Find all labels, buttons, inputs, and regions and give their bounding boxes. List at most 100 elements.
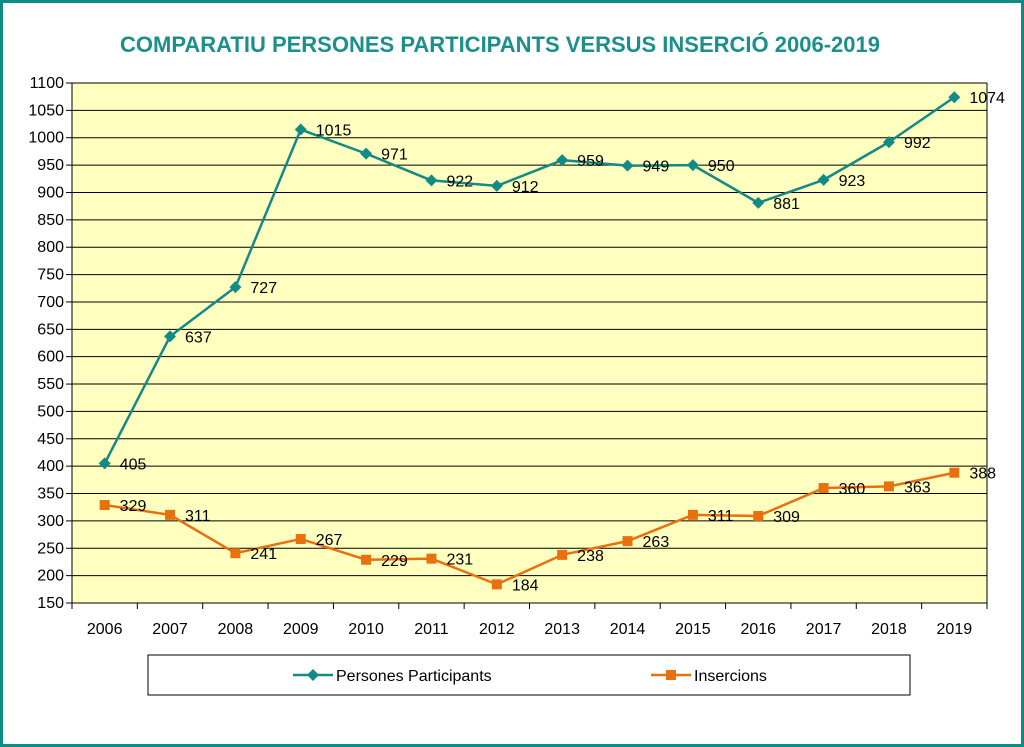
- y-tick-label: 150: [37, 595, 64, 612]
- x-tick-label: 2016: [740, 621, 776, 638]
- x-tick-label: 2008: [218, 621, 254, 638]
- data-point-square: [818, 483, 829, 494]
- data-label: 881: [773, 196, 800, 213]
- data-point-square: [99, 500, 110, 511]
- legend-label-2: Insercions: [694, 668, 767, 685]
- y-tick-label: 500: [37, 403, 64, 420]
- x-tick-label: 2019: [937, 621, 973, 638]
- data-point-square: [426, 553, 437, 564]
- data-label: 637: [185, 329, 212, 346]
- x-tick-label: 2009: [283, 621, 319, 638]
- data-point-diamond: [425, 174, 438, 187]
- data-label: 922: [446, 173, 473, 190]
- data-label: 363: [904, 479, 931, 496]
- data-point-diamond: [360, 147, 373, 160]
- data-label: 992: [904, 135, 931, 152]
- chart-title: COMPARATIU PERSONES PARTICIPANTS VERSUS …: [120, 32, 880, 57]
- y-tick-label: 850: [37, 212, 64, 229]
- x-tick-label: 2015: [675, 621, 711, 638]
- data-label: 360: [839, 481, 866, 498]
- x-tick-label: 2014: [610, 621, 646, 638]
- legend-box: [147, 654, 911, 696]
- data-point-diamond: [490, 179, 503, 192]
- data-point-diamond: [621, 159, 634, 172]
- data-label: 267: [316, 532, 343, 549]
- y-tick-label: 1050: [28, 102, 64, 119]
- data-label: 241: [250, 546, 277, 563]
- data-label: 329: [120, 498, 147, 515]
- x-tick-label: 2007: [152, 621, 188, 638]
- y-tick-label: 950: [37, 157, 64, 174]
- y-tick-label: 700: [37, 294, 64, 311]
- data-label: 184: [512, 577, 539, 594]
- y-tick-label: 350: [37, 486, 64, 503]
- y-tick-label: 650: [37, 321, 64, 338]
- data-point-square: [622, 536, 633, 547]
- data-point-square: [165, 509, 176, 520]
- data-label: 263: [643, 534, 670, 551]
- x-tick-label: 2010: [348, 621, 384, 638]
- data-label: 1015: [316, 123, 352, 140]
- data-label: 959: [577, 153, 604, 170]
- y-tick-label: 750: [37, 267, 64, 284]
- data-point-square: [949, 467, 960, 478]
- data-label: 971: [381, 147, 408, 164]
- x-tick-label: 2012: [479, 621, 515, 638]
- y-tick-label: 200: [37, 568, 64, 585]
- data-point-square: [883, 481, 894, 492]
- data-point-square: [295, 533, 306, 544]
- data-point-diamond: [882, 136, 895, 149]
- data-point-diamond: [948, 91, 961, 104]
- data-label: 229: [381, 553, 408, 570]
- y-tick-label: 450: [37, 431, 64, 448]
- data-point-diamond: [294, 123, 307, 136]
- y-tick-label: 800: [37, 239, 64, 256]
- data-label: 238: [577, 548, 604, 565]
- y-tick-label: 1100: [30, 75, 65, 92]
- data-point-square: [361, 554, 372, 565]
- y-tick-label: 600: [37, 349, 64, 366]
- x-tick-label: 2017: [806, 621, 842, 638]
- plot-background: [72, 83, 987, 603]
- x-tick-label: 2018: [871, 621, 907, 638]
- y-tick-label: 550: [37, 376, 64, 393]
- x-tick-label: 2006: [87, 621, 123, 638]
- data-label: 912: [512, 179, 539, 196]
- data-point-diamond: [556, 154, 569, 167]
- data-label: 923: [839, 173, 866, 190]
- plot-area: 150 200 250 300 350 400 450 500 550 600 650 700 750 8…: [28, 75, 1005, 638]
- data-point-diamond: [817, 173, 830, 186]
- data-label: 950: [708, 158, 735, 175]
- data-label: 231: [446, 552, 473, 569]
- data-label: 309: [773, 509, 800, 526]
- data-label: 311: [708, 508, 734, 525]
- data-label: 727: [250, 280, 277, 297]
- y-tick-label: 1000: [28, 130, 64, 147]
- data-point-diamond: [98, 457, 111, 470]
- y-tick-label: 250: [37, 540, 64, 557]
- data-label: 388: [969, 466, 996, 483]
- data-point-diamond: [229, 281, 242, 294]
- data-point-square: [753, 510, 764, 521]
- x-tick-label: 2013: [544, 621, 580, 638]
- data-label: 949: [643, 159, 670, 176]
- data-point-square: [491, 579, 502, 590]
- y-tick-label: 300: [37, 513, 64, 530]
- legend-label-1: Persones Participants: [336, 668, 492, 685]
- series-line-2: [104, 471, 955, 586]
- data-label: 311: [185, 508, 211, 525]
- data-point-square: [230, 548, 241, 559]
- x-tick-label: 2011: [414, 621, 449, 638]
- data-label: 1074: [969, 90, 1005, 107]
- data-point-square: [687, 509, 698, 520]
- data-point-diamond: [752, 196, 765, 209]
- data-point-square: [557, 549, 568, 560]
- legend-marker-diamond: [307, 669, 319, 681]
- data-label: 405: [120, 456, 147, 473]
- data-point-diamond: [686, 159, 699, 172]
- data-point-diamond: [164, 330, 177, 343]
- legend-marker-square: [666, 670, 676, 680]
- y-tick-label: 900: [37, 184, 64, 201]
- series-line-1: [103, 96, 956, 464]
